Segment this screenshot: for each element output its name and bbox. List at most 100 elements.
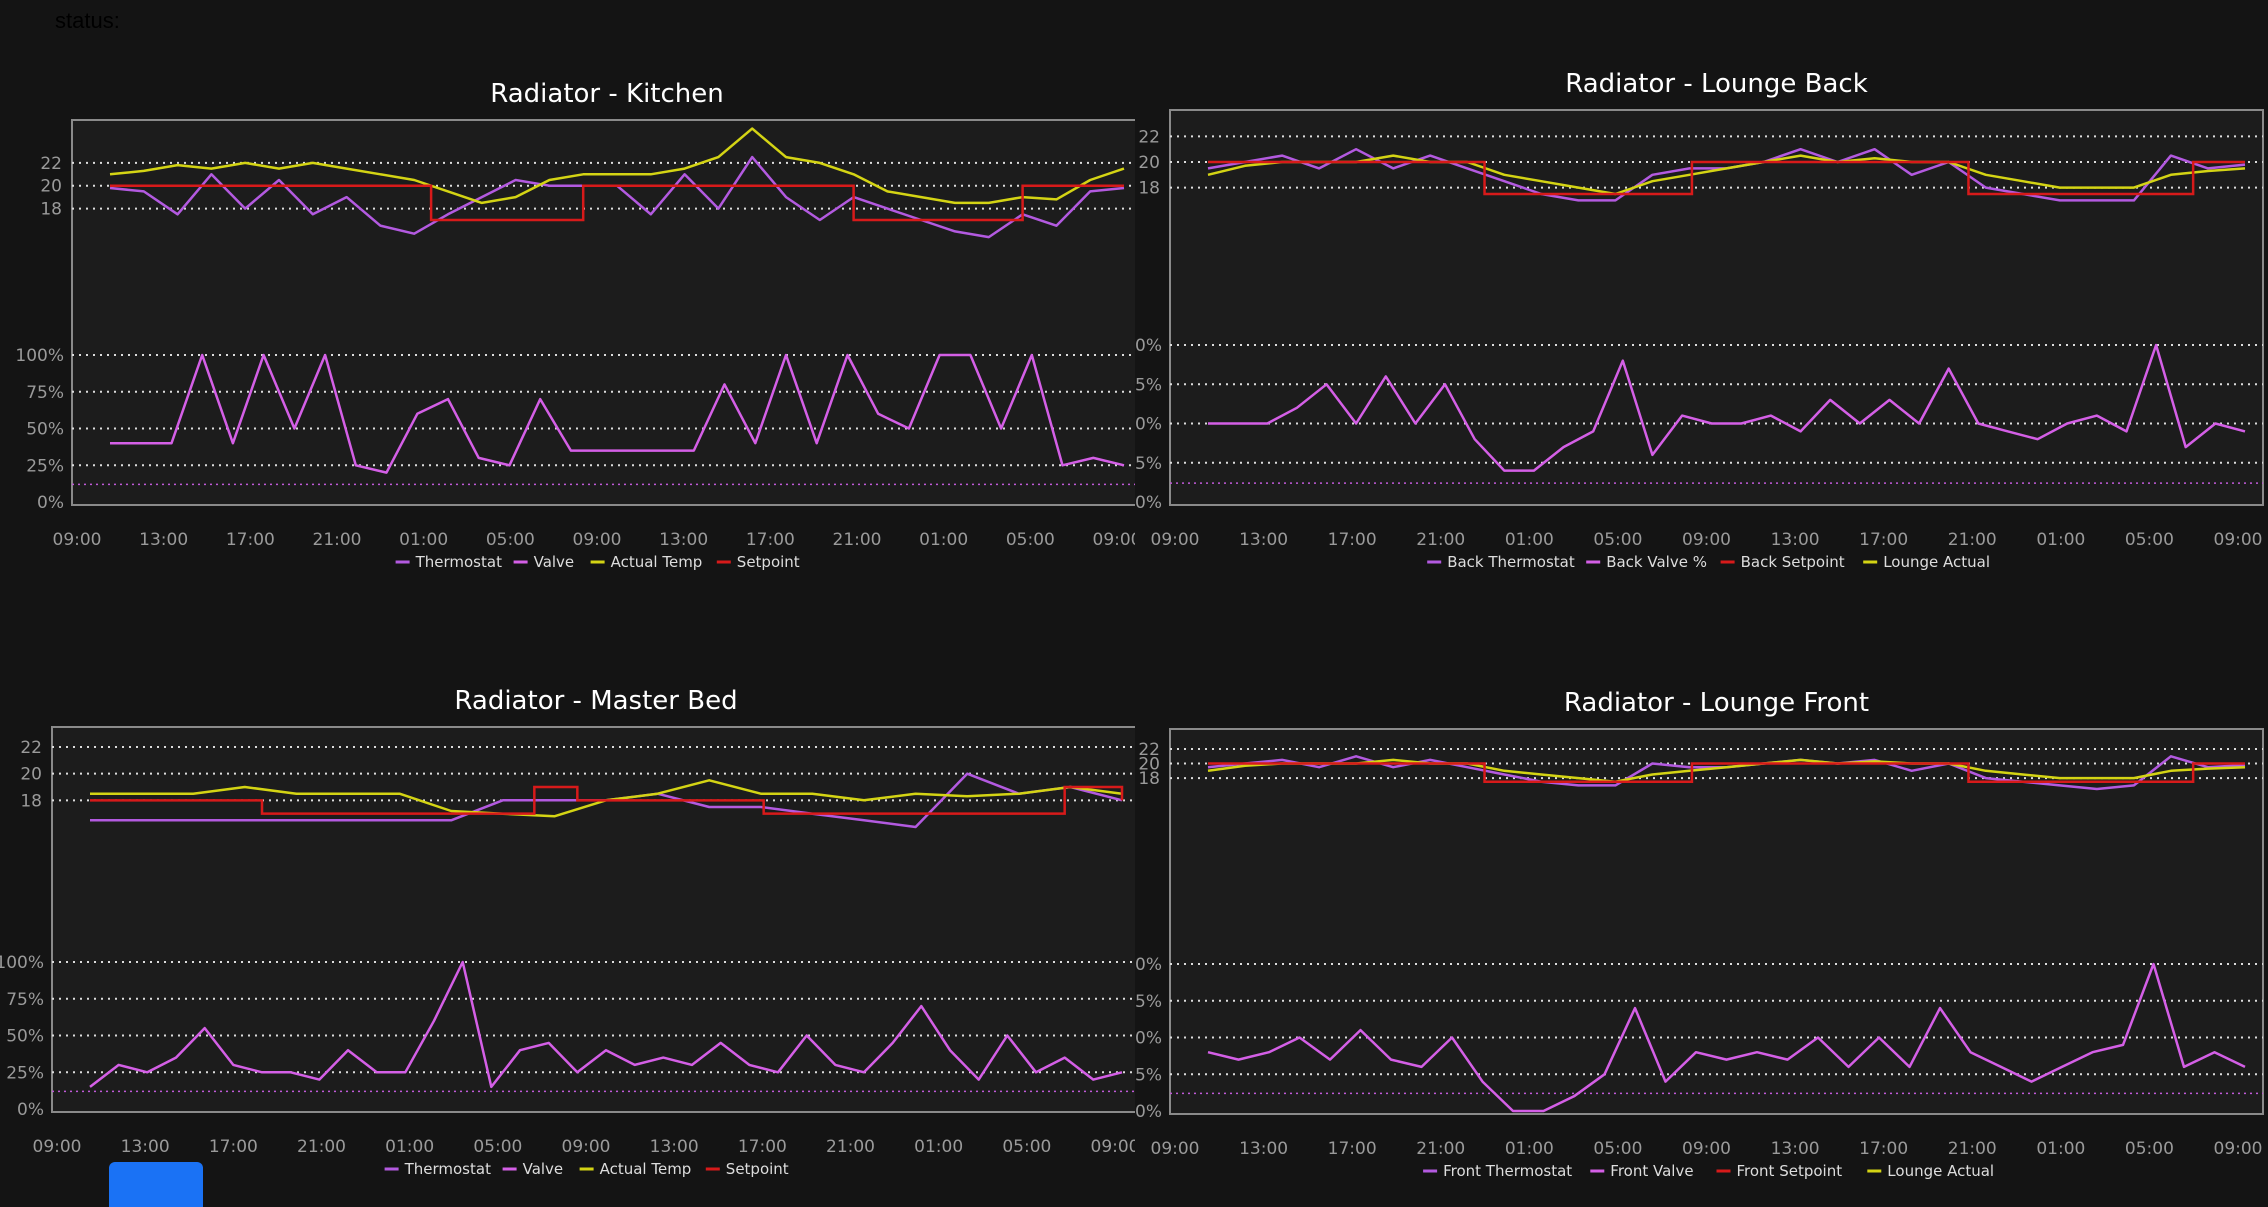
x-tick-label: 05:00 (2125, 530, 2174, 550)
y-tick-label: 18 (40, 200, 62, 220)
series-line-valve (1208, 343, 2246, 472)
y-tick-label: 50% (26, 420, 64, 440)
legend-item: Actual Temp (579, 1160, 692, 1178)
y-tick-label: 25% (26, 456, 64, 476)
y-tick-label: 18 (1138, 179, 1160, 199)
y-tick-label: 100% (0, 953, 44, 973)
y-tick-label: 100% (15, 346, 64, 366)
legend-item: Setpoint (705, 1160, 789, 1178)
y-tick-label: 20 (40, 177, 62, 197)
x-tick-label: 09:00 (2214, 530, 2263, 550)
x-tick-label: 05:00 (486, 530, 535, 550)
x-tick-label: 09:00 (1682, 530, 1731, 550)
x-tick-label: 13:00 (1771, 1139, 1820, 1159)
x-tick-label: 09:00 (1151, 1139, 1200, 1159)
x-tick-label: 21:00 (826, 1137, 875, 1157)
x-tick-label: 09:00 (33, 1137, 82, 1157)
y-tick-label: 0% (17, 1100, 44, 1120)
legend-item: Back Thermostat (1427, 553, 1575, 571)
x-tick-label: 01:00 (399, 530, 448, 550)
y-tick-label: 22 (1138, 127, 1160, 147)
y-tick-label: 25% (1135, 454, 1162, 474)
x-tick-label: 21:00 (297, 1137, 346, 1157)
x-tick-label: 05:00 (2125, 1139, 2174, 1159)
chart-svg: Radiator - Lounge Back 22 20 18 100% 75% 50% 25… (1135, 69, 2264, 571)
x-tick-label: 05:00 (473, 1137, 522, 1157)
plot-frame (1169, 109, 2264, 506)
x-tick-label: 09:00 (53, 530, 102, 550)
x-tick-label: 17:00 (746, 530, 795, 550)
y-tick-label: 25% (1135, 1065, 1162, 1085)
legend-label: Back Valve % (1606, 553, 1707, 571)
x-tick-label: 21:00 (833, 530, 882, 550)
series-line-valve (110, 353, 1125, 474)
legend-label: Front Setpoint (1737, 1162, 1843, 1180)
series-line-actual (109, 127, 1125, 205)
x-tick-label: 21:00 (1416, 1139, 1465, 1159)
x-tick-label: 01:00 (385, 1137, 434, 1157)
y-tick-label: 50% (6, 1027, 44, 1047)
legend-label: Setpoint (726, 1160, 789, 1178)
legend-label: Valve (523, 1160, 564, 1178)
y-tick-label: 22 (40, 154, 62, 174)
chart-svg: Radiator - Kitchen 22 20 18 100% 75% 50% 25% 0% 0… (15, 79, 1136, 571)
x-tick-label: 09:00 (1093, 530, 1136, 550)
x-tick-label: 17:00 (1328, 530, 1377, 550)
y-tick-label: 18 (20, 791, 42, 811)
x-tick-label: 09:00 (1682, 1139, 1731, 1159)
x-tick-label: 13:00 (1239, 1139, 1288, 1159)
y-tick-label: 20 (1138, 153, 1160, 173)
x-tick-label: 17:00 (1859, 530, 1908, 550)
chart-kitchen: Radiator - Kitchen 22 20 18 100% 75% 50% 25% 0% 0… (0, 65, 1135, 585)
y-tick-label: 0% (1135, 1102, 1162, 1122)
legend-label: Actual Temp (611, 553, 703, 571)
y-tick-label: 0% (37, 493, 64, 513)
x-tick-label: 17:00 (1328, 1139, 1377, 1159)
x-tick-label: 09:00 (2214, 1139, 2263, 1159)
legend-item: Lounge Actual (1863, 553, 1990, 571)
legend-label: Front Thermostat (1443, 1162, 1572, 1180)
y-tick-label: 100% (1135, 955, 1162, 975)
y-tick-label: 100% (1135, 336, 1162, 356)
legend-item: Setpoint (716, 553, 800, 571)
y-tick-label: 75% (6, 990, 44, 1010)
legend-item: Lounge Actual (1867, 1162, 1994, 1180)
series-line-valve (89, 960, 1123, 1089)
chart-title: Radiator - Kitchen (490, 79, 724, 109)
chart-lounge-back: Radiator - Lounge Back 22 20 18 100% 75% 50% 25… (1135, 65, 2268, 585)
y-tick-label: 22 (20, 738, 42, 758)
x-tick-label: 21:00 (1948, 530, 1997, 550)
x-tick-label: 01:00 (1505, 1139, 1554, 1159)
legend-label: Thermostat (404, 1160, 491, 1178)
y-tick-label: 0% (1135, 493, 1162, 513)
x-tick-label: 09:00 (1091, 1137, 1136, 1157)
x-tick-label: 13:00 (121, 1137, 170, 1157)
legend-item: Valve (502, 1160, 564, 1178)
series-line-setpoint (110, 184, 1124, 222)
x-tick-label: 05:00 (1593, 1139, 1642, 1159)
x-tick-label: 17:00 (226, 530, 275, 550)
series-line-setpoint (1208, 160, 2245, 196)
legend-label: Actual Temp (600, 1160, 692, 1178)
y-tick-label: 75% (26, 383, 64, 403)
x-tick-label: 01:00 (2036, 530, 2085, 550)
x-tick-label: 05:00 (1006, 530, 1055, 550)
x-tick-label: 17:00 (1859, 1139, 1908, 1159)
chart-svg: Radiator - Master Bed 22 20 18 100% 75% 50% 25%… (0, 686, 1136, 1178)
x-tick-label: 17:00 (209, 1137, 258, 1157)
legend-item: Back Valve % (1586, 553, 1707, 571)
legend-label: Lounge Actual (1883, 553, 1990, 571)
x-tick-label: 13:00 (650, 1137, 699, 1157)
y-tick-label: 25% (6, 1063, 44, 1083)
x-tick-label: 09:00 (562, 1137, 611, 1157)
x-tick-label: 09:00 (573, 530, 622, 550)
y-tick-label: 50% (1135, 415, 1162, 435)
x-tick-label: 21:00 (1416, 530, 1465, 550)
legend-label: Back Thermostat (1447, 553, 1575, 571)
series-line-actual (1207, 154, 2246, 196)
x-tick-label: 01:00 (1505, 530, 1554, 550)
blue-square-button[interactable] (109, 1162, 203, 1207)
legend-label: Valve (534, 553, 575, 571)
x-tick-label: 01:00 (919, 530, 968, 550)
plot-frame (51, 726, 1135, 1113)
